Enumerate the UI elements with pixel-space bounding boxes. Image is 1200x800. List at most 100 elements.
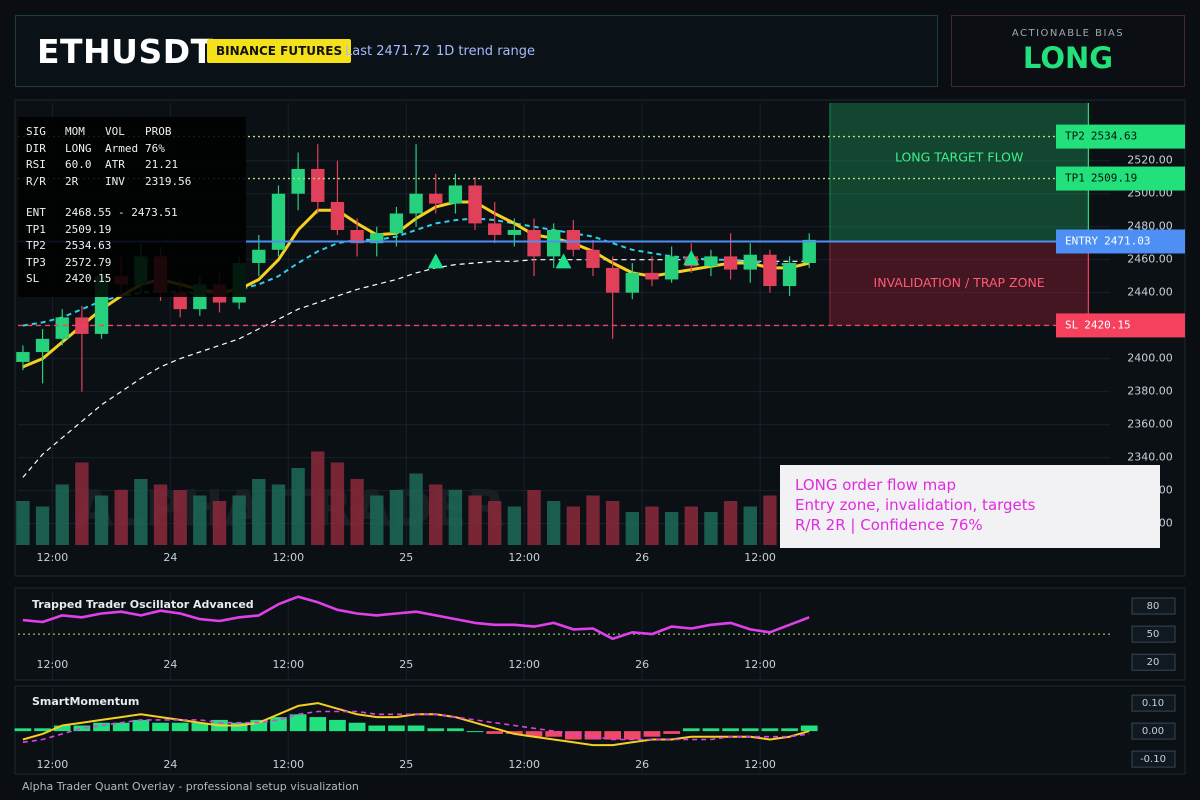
- level-box: [1056, 124, 1185, 149]
- x-tick-label: 12:00: [37, 551, 69, 564]
- momentum-bar: [545, 731, 563, 737]
- levels-cell: TP2: [26, 239, 46, 252]
- zone: [829, 241, 1089, 326]
- stats-cell: INV: [105, 174, 125, 188]
- candle-body: [743, 254, 757, 270]
- volume-bar: [448, 490, 463, 545]
- x-tick-label: 26: [635, 658, 649, 671]
- y-tick-box: [1131, 750, 1176, 768]
- x-tick-label: 12:00: [272, 758, 304, 771]
- momentum-bar: [584, 731, 602, 740]
- level-box: [1056, 229, 1185, 254]
- volume-bar: [664, 512, 679, 545]
- candle-body: [409, 193, 423, 214]
- annotation: LONG order flow map Entry zone, invalidat…: [780, 465, 1160, 548]
- volume-bar: [586, 495, 600, 545]
- stats-row: R/R 2R INV 2319.56: [26, 175, 246, 192]
- x-tick-label: 12:00: [508, 551, 540, 564]
- volume-bar: [743, 506, 757, 545]
- volume-bar: [330, 462, 345, 545]
- momentum-bar: [152, 722, 169, 732]
- level-box: [1056, 166, 1185, 191]
- volume-bar: [114, 490, 128, 545]
- levels-cell: 2572.79: [65, 255, 112, 269]
- y-tick-label: 2340.00: [1127, 451, 1173, 464]
- stats-cell: DIR: [26, 141, 46, 155]
- volume-bar: [35, 506, 50, 545]
- volume-bar: [723, 501, 738, 545]
- range-label: 1D trend range: [436, 44, 535, 59]
- x-tick-label: 24: [163, 658, 177, 671]
- momentum-panel: [14, 685, 1186, 775]
- volume-bar: [704, 512, 718, 545]
- level-name: ENTRY: [1065, 234, 1098, 247]
- y-tick-box: [1131, 653, 1176, 671]
- volume-bar: [153, 484, 168, 545]
- momentum-bar: [53, 725, 71, 732]
- volume-bar: [291, 468, 305, 545]
- volume-bar: [645, 506, 659, 545]
- volume-bar: [232, 495, 246, 545]
- volume-bar: [507, 506, 522, 545]
- indicator-line: [22, 710, 810, 744]
- momentum-bar: [722, 728, 739, 732]
- info-panel: SIG MOM VOL PROB DIR LONG Armed 76% RSI 60.0 ATR 21…: [18, 117, 246, 297]
- header: ETHUSDT BINANCE FUTURES Last 2471.72 1D …: [15, 15, 938, 87]
- candle-body: [802, 239, 816, 263]
- x-tick-label: 25: [399, 658, 413, 671]
- stats-cell: LONG: [65, 141, 92, 155]
- y-tick-label: 20: [1147, 657, 1160, 668]
- levels-cell: 2509.19: [65, 222, 112, 236]
- candle-body: [625, 272, 639, 293]
- annotation-line: Entry zone, invalidation, targets: [795, 496, 1036, 514]
- x-tick-label: 12:00: [272, 551, 304, 564]
- zone-label: INVALIDATION / TRAP ZONE: [874, 275, 1045, 290]
- zone: [829, 103, 1089, 242]
- momentum-bar: [289, 714, 307, 732]
- levels-row: TP2 2534.63: [26, 239, 246, 256]
- x-tick-label: 12:00: [37, 758, 69, 771]
- levels-cell: TP1: [26, 222, 46, 236]
- y-tick-label: 2520.00: [1127, 154, 1173, 167]
- candle-body: [252, 249, 266, 263]
- candle-body: [330, 201, 345, 230]
- stats-cell: 2R: [65, 174, 79, 188]
- y-tick-box: [1131, 597, 1176, 615]
- momentum-bar: [368, 725, 386, 732]
- stats-cell: PROB: [145, 125, 172, 138]
- momentum-bar: [14, 728, 32, 732]
- volume-bar: [212, 501, 227, 545]
- volume-bar: [252, 479, 266, 545]
- x-tick-label: 12:00: [508, 758, 540, 771]
- level-name: TP1: [1065, 172, 1085, 185]
- stats-cell: 2319.56: [145, 174, 192, 188]
- momentum-bar: [761, 728, 779, 732]
- candle-body: [389, 213, 404, 234]
- last-price: Last 2471.72: [345, 44, 430, 59]
- candle-body: [723, 256, 738, 270]
- x-tick-label: 25: [399, 551, 413, 564]
- momentum-bar: [486, 731, 504, 734]
- levels-cell: TP3: [26, 255, 46, 269]
- stats-row: SIG MOM VOL PROB: [26, 125, 246, 142]
- momentum-bar: [702, 728, 720, 732]
- volume-bar: [488, 501, 502, 545]
- spacer: [26, 191, 246, 206]
- stats-cell: SIG: [26, 125, 46, 138]
- candle-body: [527, 229, 541, 257]
- x-tick-label: 12:00: [744, 758, 776, 771]
- volume-bar: [763, 495, 777, 545]
- level-value: 2534.63: [1091, 130, 1137, 143]
- momentum-bar: [407, 725, 425, 732]
- stats-cell: 60.0: [65, 158, 92, 171]
- level-label: TP2 2534.63: [1065, 130, 1137, 143]
- volume-bar: [605, 501, 620, 545]
- candle-body: [507, 229, 522, 235]
- candle-body: [271, 193, 286, 250]
- momentum-bar: [73, 725, 91, 732]
- x-tick-label: 25: [399, 758, 413, 771]
- volume-bar: [546, 501, 561, 545]
- level-box: [1056, 313, 1185, 338]
- levels-cell: ENT: [26, 206, 46, 219]
